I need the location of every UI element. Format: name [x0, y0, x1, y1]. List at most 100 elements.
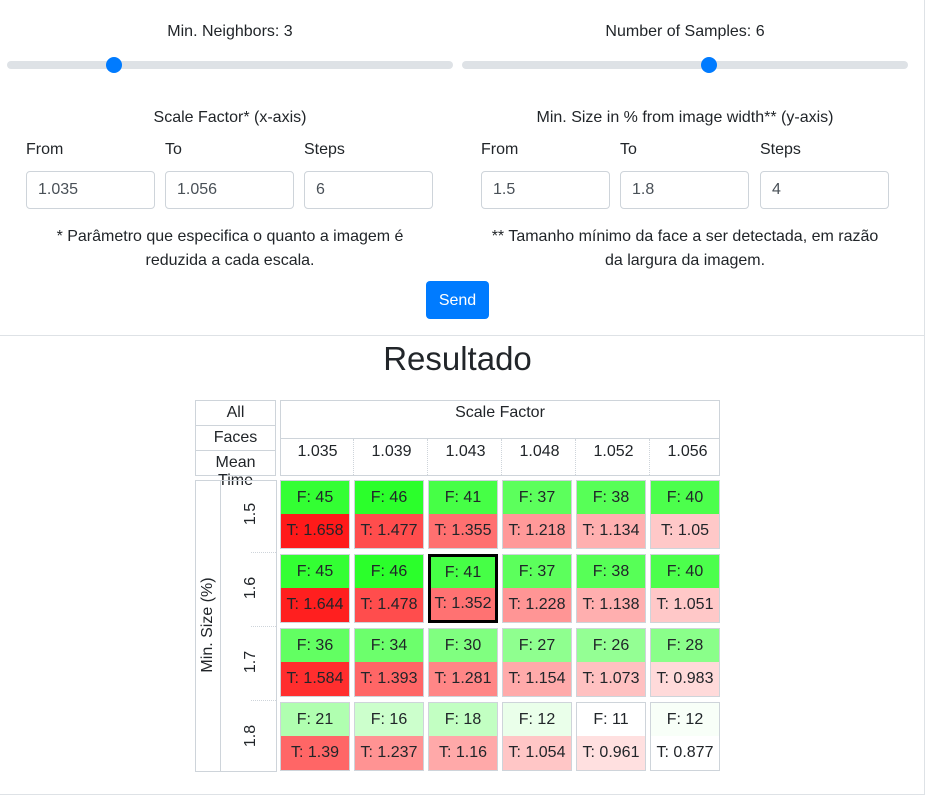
cell-mean-time-value: T: 1.237 — [355, 736, 423, 770]
min-size-axis-title: Min. Size (%) — [199, 577, 216, 673]
result-cell[interactable]: F: 45 T: 1.658 — [280, 480, 350, 549]
cell-mean-time-value: T: 1.138 — [577, 588, 645, 622]
cell-mean-time-value: T: 1.352 — [431, 588, 495, 620]
scale-factor-to-label: To — [165, 141, 182, 158]
result-cell[interactable]: F: 38 T: 1.138 — [576, 554, 646, 623]
result-cell[interactable]: F: 18 T: 1.16 — [428, 702, 498, 771]
result-cell[interactable]: F: 16 T: 1.237 — [354, 702, 424, 771]
number-of-samples-slider-thumb[interactable] — [700, 57, 717, 73]
scale-factor-note-line1: * Parâmetro que especifica o quanto a im… — [56, 228, 404, 245]
cell-mean-time-value: T: 1.073 — [577, 662, 645, 696]
result-cell[interactable]: F: 45 T: 1.644 — [280, 554, 350, 623]
result-cell[interactable]: F: 27 T: 1.154 — [502, 628, 572, 697]
cell-faces-value: F: 28 — [651, 629, 719, 663]
cell-mean-time-value: T: 1.584 — [281, 662, 349, 696]
result-cell[interactable]: F: 30 T: 1.281 — [428, 628, 498, 697]
result-cell[interactable]: F: 11 T: 0.961 — [576, 702, 646, 771]
min-size-tick-divider — [251, 626, 276, 627]
min-size-steps-label: Steps — [760, 141, 801, 158]
scale-factor-tick: 1.039 — [371, 443, 412, 460]
cell-mean-time-value: T: 1.218 — [503, 514, 571, 548]
min-size-tick-divider — [251, 700, 276, 701]
result-cell[interactable]: F: 37 T: 1.228 — [502, 554, 572, 623]
scale-factor-tick: 1.052 — [593, 443, 634, 460]
section-divider — [0, 335, 924, 336]
result-cell[interactable]: F: 12 T: 0.877 — [650, 702, 720, 771]
scale-factor-tick-divider — [575, 439, 576, 475]
scale-factor-tick: 1.043 — [445, 443, 486, 460]
scale-factor-steps-label: Steps — [304, 141, 345, 158]
scale-factor-steps-input[interactable]: 6 — [304, 171, 433, 209]
result-cell[interactable]: F: 34 T: 1.393 — [354, 628, 424, 697]
cell-mean-time-value: T: 1.478 — [355, 588, 423, 622]
result-cell-selected[interactable]: F: 41 T: 1.352 — [428, 554, 498, 623]
number-of-samples-slider-track[interactable] — [462, 61, 908, 69]
cell-faces-value: F: 12 — [503, 703, 571, 737]
grid-legend: All Faces Mean Time — [195, 400, 276, 489]
cell-faces-value: F: 45 — [281, 555, 349, 589]
cell-mean-time-value: T: 1.281 — [429, 662, 497, 696]
cell-faces-value: F: 18 — [429, 703, 497, 737]
legend-divider — [196, 450, 275, 451]
min-size-title: Min. Size in % from image width** (y-axi… — [536, 109, 834, 126]
cell-faces-value: F: 40 — [651, 481, 719, 515]
min-size-from-input[interactable]: 1.5 — [481, 171, 610, 209]
result-cell[interactable]: F: 40 T: 1.05 — [650, 480, 720, 549]
cell-mean-time-value: T: 1.05 — [651, 514, 719, 548]
cell-faces-value: F: 46 — [355, 555, 423, 589]
result-cell[interactable]: F: 46 T: 1.477 — [354, 480, 424, 549]
result-cell[interactable]: F: 37 T: 1.218 — [502, 480, 572, 549]
result-cell[interactable]: F: 26 T: 1.073 — [576, 628, 646, 697]
result-cell[interactable]: F: 21 T: 1.39 — [280, 702, 350, 771]
cell-faces-value: F: 37 — [503, 481, 571, 515]
scale-factor-to-input[interactable]: 1.056 — [165, 171, 294, 209]
cell-faces-value: F: 41 — [431, 557, 495, 589]
scale-factor-axis-title: Scale Factor — [455, 404, 545, 421]
cell-faces-value: F: 11 — [577, 703, 645, 737]
min-size-note: ** Tamanho mínimo da face a ser detectad… — [462, 225, 908, 273]
legend-faces: Faces — [213, 429, 258, 446]
result-cell[interactable]: F: 46 T: 1.478 — [354, 554, 424, 623]
scale-factor-note: * Parâmetro que especifica o quanto a im… — [7, 225, 453, 273]
legend-all: All — [226, 404, 245, 421]
min-size-tick: 1.6 — [242, 576, 259, 600]
cell-faces-value: F: 36 — [281, 629, 349, 663]
result-cell[interactable]: F: 41 T: 1.355 — [428, 480, 498, 549]
scale-factor-tick: 1.035 — [297, 443, 338, 460]
min-neighbors-slider-track[interactable] — [7, 61, 453, 69]
min-size-tick: 1.5 — [242, 502, 259, 526]
cell-mean-time-value: T: 1.228 — [503, 588, 571, 622]
cell-mean-time-value: T: 1.355 — [429, 514, 497, 548]
min-size-axis-divider — [220, 481, 221, 771]
send-button[interactable]: Send — [426, 281, 489, 319]
min-size-note-line1: ** Tamanho mínimo da face a ser detectad… — [491, 228, 879, 245]
scale-factor-tick-divider — [427, 439, 428, 475]
cell-faces-value: F: 46 — [355, 481, 423, 515]
cell-faces-value: F: 34 — [355, 629, 423, 663]
cell-mean-time-value: T: 1.477 — [355, 514, 423, 548]
min-size-tick: 1.8 — [242, 724, 259, 748]
cell-faces-value: F: 37 — [503, 555, 571, 589]
min-neighbors-slider-thumb[interactable] — [105, 57, 122, 73]
result-cell[interactable]: F: 38 T: 1.134 — [576, 480, 646, 549]
scale-factor-from-input[interactable]: 1.035 — [26, 171, 155, 209]
cell-faces-value: F: 38 — [577, 481, 645, 515]
min-size-tick: 1.7 — [242, 650, 259, 674]
result-cell[interactable]: F: 36 T: 1.584 — [280, 628, 350, 697]
cell-mean-time-value: T: 1.658 — [281, 514, 349, 548]
cell-mean-time-value: T: 1.393 — [355, 662, 423, 696]
result-cell[interactable]: F: 12 T: 1.054 — [502, 702, 572, 771]
cell-mean-time-value: T: 1.134 — [577, 514, 645, 548]
cell-faces-value: F: 21 — [281, 703, 349, 737]
min-size-to-input[interactable]: 1.8 — [620, 171, 749, 209]
result-cell[interactable]: F: 28 T: 0.983 — [650, 628, 720, 697]
result-cell[interactable]: F: 40 T: 1.051 — [650, 554, 720, 623]
scale-factor-title: Scale Factor* (x-axis) — [153, 109, 307, 126]
scale-factor-note-line2: reduzida a cada escala. — [145, 252, 315, 269]
scale-factor-tick: 1.056 — [667, 443, 708, 460]
min-size-steps-input[interactable]: 4 — [760, 171, 889, 209]
cell-faces-value: F: 40 — [651, 555, 719, 589]
legend-divider — [196, 425, 275, 426]
cell-faces-value: F: 12 — [651, 703, 719, 737]
cell-faces-value: F: 16 — [355, 703, 423, 737]
